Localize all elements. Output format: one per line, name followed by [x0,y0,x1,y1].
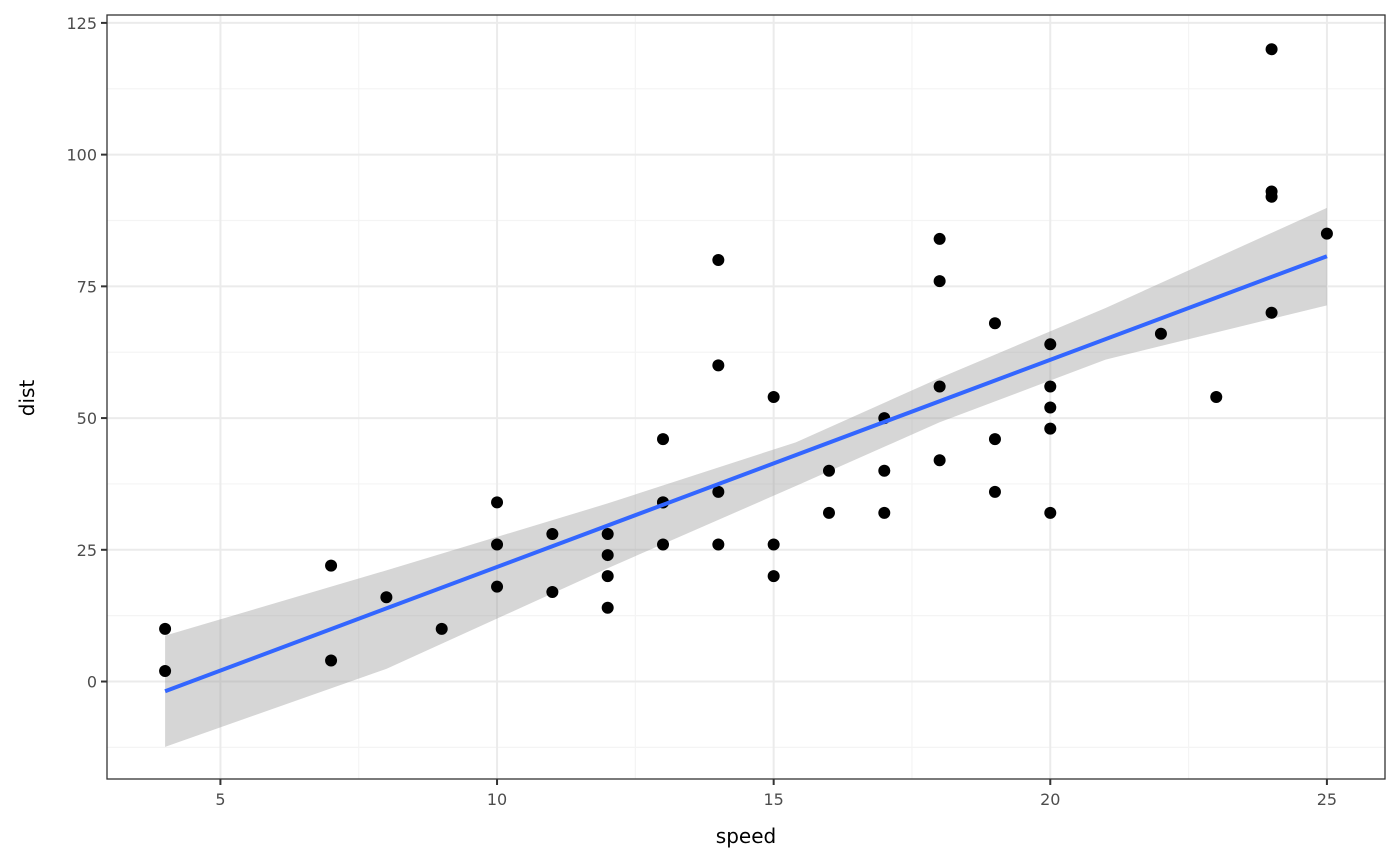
data-point [159,664,172,677]
x-tick-label: 25 [1317,790,1337,809]
data-point [435,622,448,635]
data-point [1265,43,1278,56]
data-point [988,317,1001,330]
panel-border [106,14,1386,780]
data-point [546,527,559,540]
data-point [767,391,780,403]
data-point [712,254,725,267]
data-point [601,601,614,614]
data-point [933,380,946,393]
data-point [1044,422,1057,435]
data-point [822,506,835,519]
x-tick-label: 10 [487,790,507,809]
data-point [1154,327,1167,340]
data-point [1265,185,1278,198]
data-point [822,464,835,477]
minor-gridlines [107,15,1385,779]
data-point [546,585,559,598]
data-point [491,538,504,551]
data-point [491,496,504,509]
data-point [1265,306,1278,319]
data-point [325,559,338,572]
data-point [988,485,1001,498]
data-point [712,538,725,551]
y-tick-label: 75 [77,277,97,296]
data-point [878,464,891,477]
data-point [933,275,946,288]
data-point [933,454,946,467]
data-point [767,538,780,551]
y-axis-ticks: 0 25 50 75 100 125 [66,14,107,692]
y-tick-label: 125 [66,14,97,33]
data-point [712,359,725,372]
confidence-band [165,207,1327,747]
data-point [712,485,725,498]
y-tick-label: 25 [77,541,97,560]
y-axis-title: dist [15,380,39,417]
data-point [325,654,338,667]
x-axis-title: speed [716,824,776,848]
y-tick-label: 0 [87,673,97,692]
data-point [1044,506,1057,519]
x-tick-label: 15 [763,790,783,809]
data-point [1044,338,1057,351]
data-point [601,527,614,540]
x-axis-ticks: 5 10 15 20 25 [215,779,1337,809]
data-point [1044,401,1057,414]
data-point [933,232,946,245]
data-point [767,570,780,583]
data-point [657,538,670,551]
x-tick-label: 5 [215,790,225,809]
regression-line [164,254,1328,694]
x-tick-label: 20 [1040,790,1060,809]
data-point [878,506,891,519]
data-point [601,549,614,562]
data-point [491,580,504,593]
data-points [159,43,1333,677]
data-point [1044,380,1057,393]
data-point [1210,391,1223,403]
data-point [1320,227,1333,240]
y-tick-label: 50 [77,409,97,428]
data-point [380,591,393,604]
data-point [159,622,172,635]
data-point [657,433,670,446]
data-point [988,433,1001,446]
y-tick-label: 100 [66,146,97,165]
data-point [601,570,614,583]
